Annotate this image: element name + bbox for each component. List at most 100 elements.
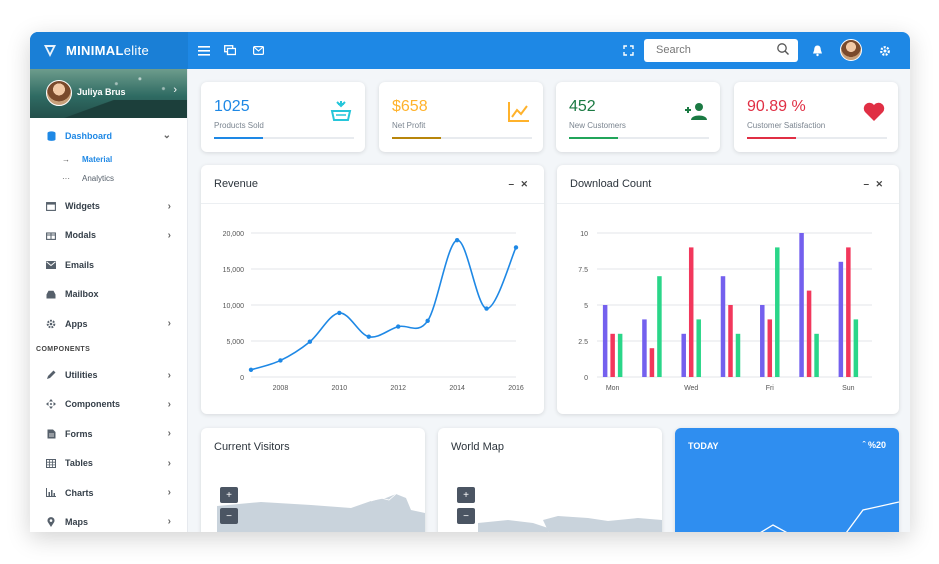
revenue-point	[454, 238, 460, 243]
sidebar-item-apps[interactable]: Apps ›	[30, 309, 187, 338]
bar	[720, 276, 726, 377]
progress-track	[214, 137, 354, 139]
y-tick-label: 5	[584, 303, 588, 310]
chevron-right-icon: ›	[167, 369, 171, 381]
zoom-out-button[interactable]: −	[220, 508, 238, 524]
revenue-point	[396, 324, 401, 329]
bar	[657, 276, 662, 377]
bar	[775, 247, 780, 377]
sidebar-item-label: Mailbox	[65, 289, 99, 300]
sidebar-item-maps[interactable]: Maps ›	[30, 507, 187, 532]
brand-name: MINIMALelite	[66, 43, 150, 58]
sidebar-item-label: Charts	[65, 487, 94, 498]
bar	[846, 247, 851, 377]
chevron-right-icon: ›	[167, 318, 171, 330]
card-title: Current Visitors	[214, 441, 290, 453]
zoom-out-button[interactable]: −	[457, 508, 475, 524]
mail-icon[interactable]	[248, 32, 268, 69]
sidebar-item-label: Maps	[65, 516, 89, 527]
bar	[688, 247, 694, 377]
bar	[838, 261, 844, 377]
close-icon[interactable]: ✕	[520, 179, 528, 189]
calendar-icon	[46, 201, 56, 212]
revenue-point	[484, 306, 489, 311]
sidebar-item-modals[interactable]: Modals ›	[30, 221, 187, 250]
sidebar-item-dashboard[interactable]: Dashboard ⌄	[30, 121, 187, 150]
caret-up-icon: ˆ	[862, 440, 868, 450]
today-card: TODAY ˆ %20	[675, 428, 899, 532]
add-user-icon	[685, 103, 707, 120]
basket-icon	[330, 101, 352, 121]
revenue-point	[337, 310, 342, 316]
inbox-icon	[46, 289, 56, 299]
settings-gear-icon[interactable]	[875, 32, 895, 69]
sidebar-item-widgets[interactable]: Widgets ›	[30, 191, 187, 220]
top-navbar: MINIMALelite Search	[30, 32, 910, 69]
bar	[649, 348, 655, 377]
profile-panel[interactable]: Juliya Brus ›	[30, 69, 187, 118]
today-sparkline	[760, 501, 899, 532]
sidebar-subitem-analytics[interactable]: ··· Analytics	[30, 169, 187, 188]
search-icon[interactable]	[776, 42, 790, 56]
world-map	[478, 516, 662, 532]
bar	[767, 319, 773, 377]
sidebar-item-components[interactable]: Components ›	[30, 390, 187, 419]
sidebar-subitem-label: Analytics	[82, 174, 115, 184]
y-tick-label: 20,000	[223, 231, 245, 238]
sidebar-item-label: Apps	[65, 318, 88, 329]
sidebar-item-label: Components	[65, 399, 120, 410]
chevron-right-icon: ›	[167, 516, 171, 528]
sidebar-item-emails[interactable]: Emails	[30, 250, 187, 279]
minimize-icon[interactable]: –	[863, 179, 869, 190]
sidebar-item-utilities[interactable]: Utilities ›	[30, 360, 187, 389]
chevron-down-icon: ⌄	[162, 130, 171, 142]
progress-fill	[747, 137, 796, 139]
today-label: TODAY	[688, 441, 719, 451]
logo-icon	[44, 44, 56, 57]
revenue-line-chart: 0 5,000 10,000 15,000 20,000 2008 2010 2012 2014…	[223, 231, 524, 392]
heart-icon	[863, 102, 885, 121]
sidebar-item-label: Tables	[65, 458, 93, 469]
sidebar-item-mailbox[interactable]: Mailbox	[30, 280, 187, 309]
search-input[interactable]: Search	[644, 39, 798, 62]
user-avatar[interactable]	[840, 39, 862, 61]
zoom-in-button[interactable]: +	[457, 487, 475, 503]
table-icon	[46, 458, 56, 468]
sidebar-item-charts[interactable]: Charts ›	[30, 478, 187, 507]
close-icon[interactable]: ✕	[875, 179, 883, 189]
sidebar-item-forms[interactable]: Forms ›	[30, 419, 187, 448]
minimize-icon[interactable]: –	[508, 179, 514, 190]
sidebar-subitem-material[interactable]: → Material	[30, 150, 187, 169]
x-tick-label: 2016	[508, 385, 524, 392]
stat-value: 1025	[214, 98, 250, 115]
current-visitors-card: Current Visitors + −	[201, 428, 425, 532]
bar	[814, 333, 819, 377]
stat-card-products-sold: 1025 Products Sold	[201, 82, 365, 152]
bar-chart-icon	[46, 488, 56, 498]
gear-icon	[46, 319, 56, 329]
notification-bell-icon[interactable]	[807, 32, 827, 69]
chevron-right-icon[interactable]: ›	[173, 84, 177, 96]
stat-value: 452	[569, 98, 596, 115]
logo[interactable]: MINIMALelite	[30, 32, 188, 69]
fullscreen-icon[interactable]	[618, 32, 638, 69]
download-count-card: Download Count – ✕ 0 2.5 5 7.5 10 Mon Wed Fri Su…	[557, 165, 899, 414]
chevron-right-icon: ›	[167, 200, 171, 212]
sidebar-item-label: Modals	[65, 230, 97, 241]
chat-icon[interactable]	[220, 32, 240, 69]
stat-value: $658	[392, 98, 428, 115]
y-tick-label: 10,000	[223, 303, 245, 310]
sidebar-item-label: Forms	[65, 428, 93, 439]
world-map-card: World Map + −	[438, 428, 662, 532]
y-tick-label: 10	[580, 231, 588, 238]
bar	[853, 319, 859, 377]
progress-fill	[569, 137, 618, 139]
sidebar-item-tables[interactable]: Tables ›	[30, 449, 187, 478]
y-tick-label: 0	[584, 375, 588, 382]
hamburger-menu-icon[interactable]	[194, 32, 214, 69]
stat-label: New Customers	[569, 121, 626, 130]
database-icon	[46, 131, 56, 141]
zoom-in-button[interactable]: +	[220, 487, 238, 503]
bar	[735, 333, 741, 377]
progress-fill	[392, 137, 441, 139]
